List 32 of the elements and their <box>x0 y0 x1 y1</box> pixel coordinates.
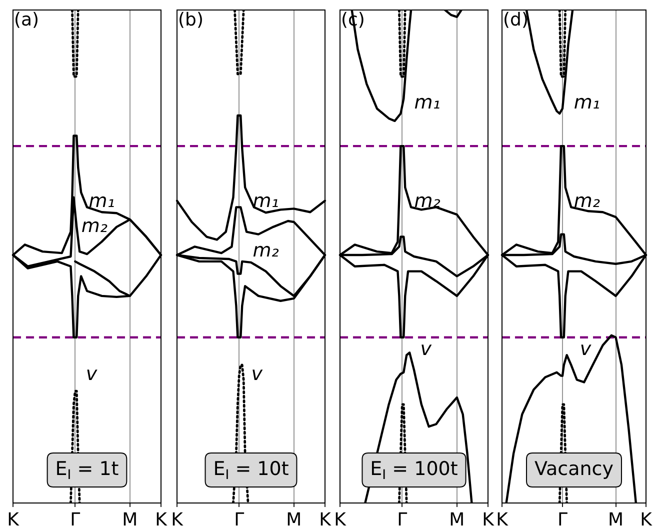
annotation: m₁ <box>574 92 600 114</box>
x-tick-label: M <box>122 509 138 530</box>
annotation: (b) <box>178 10 204 31</box>
annotation: m₂ <box>414 190 441 212</box>
annotation: v <box>420 338 432 360</box>
annotation: Vacancy <box>534 458 614 480</box>
x-tick-label: M <box>286 509 302 530</box>
x-tick-label: M <box>449 509 465 530</box>
annotation: (a) <box>14 10 40 31</box>
x-tick-label: K <box>155 509 168 530</box>
x-tick-label: K <box>482 509 496 530</box>
annotation: (d) <box>503 10 528 31</box>
x-tick-label: K <box>334 509 348 530</box>
x-tick-label: K <box>7 509 20 530</box>
annotation: m₁ <box>88 190 115 212</box>
annotation: v <box>86 362 98 385</box>
annotation: m₁ <box>252 190 279 212</box>
annotation: v <box>251 362 264 385</box>
annotation: m₂ <box>252 240 280 262</box>
annotation: m₂ <box>81 214 108 237</box>
x-tick-label: K <box>640 509 654 530</box>
x-tick-label: Γ <box>234 509 244 530</box>
x-tick-label: Γ <box>557 509 568 530</box>
annotation: m₂ <box>574 190 600 212</box>
x-tick-label: Γ <box>70 509 80 530</box>
x-tick-label: K <box>319 509 332 530</box>
x-tick-label: K <box>496 509 510 530</box>
x-tick-label: K <box>171 509 184 530</box>
x-tick-label: M <box>608 509 624 530</box>
annotation: m₁ <box>414 92 440 114</box>
annotation: v <box>580 338 592 360</box>
x-tick-label: Γ <box>397 509 408 530</box>
